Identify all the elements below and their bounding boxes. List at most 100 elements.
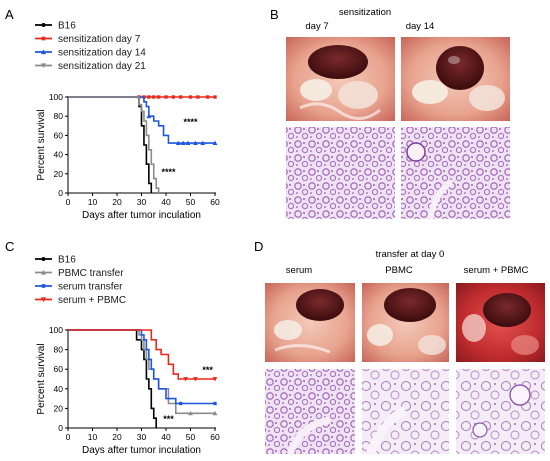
lung-histology-day14 <box>401 127 510 220</box>
y-tick-label: 20 <box>54 169 64 179</box>
series-line <box>68 96 160 193</box>
x-axis-label: Days after tumor inculation <box>82 445 201 456</box>
legend-label: serum transfer <box>58 282 123 293</box>
significance-annotation: *** <box>202 365 213 375</box>
x-tick-label: 50 <box>186 197 196 207</box>
panel-b-images: sensitization day 7 day 14 <box>286 7 510 220</box>
censor-mark <box>188 95 193 99</box>
x-tick-label: 30 <box>137 432 147 442</box>
censor-mark <box>180 140 186 145</box>
censor-mark <box>212 140 218 145</box>
significance-annotation: **** <box>183 117 198 127</box>
legend-marker <box>40 49 47 55</box>
significance-annotation: **** <box>161 167 176 177</box>
x-tick-label: 30 <box>137 197 147 207</box>
censor-mark <box>171 95 176 99</box>
legend-marker <box>41 36 46 41</box>
panel-b-col-label-day7: day 7 <box>305 21 328 32</box>
lung-histology-pbmc <box>362 369 449 456</box>
series-line <box>68 329 215 405</box>
necropsy-photo-day14 <box>401 37 510 121</box>
censor-mark <box>179 95 183 99</box>
y-tick-label: 0 <box>58 423 63 433</box>
x-tick-label: 20 <box>112 432 122 442</box>
panel-b-col-label-day14: day 14 <box>406 21 435 32</box>
x-axis-label: Days after tumor inculation <box>82 210 201 221</box>
censor-mark <box>188 410 193 416</box>
censor-mark <box>213 401 217 406</box>
y-tick-label: 100 <box>49 325 63 335</box>
y-tick-label: 80 <box>54 345 64 355</box>
legend-marker <box>41 257 46 261</box>
survival-chart-a: B16 sensitization day 7 sensitization day … <box>35 21 220 221</box>
series-line <box>68 329 157 428</box>
censor-mark <box>196 95 200 99</box>
series-line <box>68 96 215 144</box>
panel-d-title: transfer at day 0 <box>376 249 445 260</box>
legend-marker <box>41 284 46 288</box>
survival-chart-c: B16 PBMC transfer serum transfer serum + PB… <box>35 255 220 456</box>
panel-letter-b: B <box>270 7 279 22</box>
y-tick-label: 60 <box>54 364 64 374</box>
series-line <box>68 329 215 380</box>
legend-label: serum + PBMC <box>58 295 126 306</box>
censor-mark <box>193 377 198 382</box>
legend-marker <box>40 297 47 303</box>
censor-mark <box>213 95 217 99</box>
censor-mark <box>147 95 151 99</box>
x-tick-label: 60 <box>210 197 220 207</box>
x-tick-label: 0 <box>66 432 71 442</box>
legend-marker <box>40 63 47 69</box>
censor-mark <box>146 113 152 119</box>
censor-mark <box>212 377 218 382</box>
x-tick-label: 60 <box>210 432 220 442</box>
y-axis-label: Percent survival <box>36 343 47 414</box>
panel-d-images: transfer at day 0 serum PBMC serum + PBM… <box>265 249 545 456</box>
censor-mark <box>212 410 218 416</box>
necropsy-photo-pbmc <box>362 283 449 362</box>
censor-mark <box>175 140 181 145</box>
y-tick-label: 0 <box>58 188 63 198</box>
censor-mark <box>152 95 156 99</box>
series-line <box>68 329 215 415</box>
censor-mark <box>156 95 161 99</box>
lung-histology-day7 <box>286 127 395 219</box>
censor-mark <box>185 140 191 145</box>
censor-mark <box>200 140 206 145</box>
legend-label: sensitization day 14 <box>58 48 146 59</box>
lung-histology-serum <box>265 369 355 456</box>
legend-label: B16 <box>58 255 76 266</box>
legend-marker <box>40 269 47 275</box>
panel-b-title: sensitization <box>339 7 391 18</box>
legend-marker <box>41 23 46 27</box>
necropsy-photo-serum <box>265 283 355 362</box>
x-tick-label: 0 <box>66 197 71 207</box>
legend-label: PBMC transfer <box>58 268 124 279</box>
panel-letter-a: A <box>5 7 14 22</box>
censor-mark <box>164 95 168 99</box>
x-tick-label: 20 <box>112 197 122 207</box>
panel-d-col-label-serum-pbmc: serum + PBMC <box>464 265 529 276</box>
lung-histology-serum-pbmc <box>456 369 545 454</box>
panel-letter-c: C <box>5 239 14 254</box>
necropsy-photo-day7 <box>286 37 395 121</box>
panel-d-col-label-pbmc: PBMC <box>385 265 413 276</box>
y-tick-label: 100 <box>49 92 63 102</box>
x-tick-label: 10 <box>88 432 98 442</box>
censor-mark <box>183 377 188 382</box>
legend-label: sensitization day 7 <box>58 34 141 45</box>
y-tick-label: 40 <box>54 150 64 160</box>
series-line <box>68 96 153 193</box>
panel-letter-d: D <box>254 239 263 254</box>
censor-mark <box>205 95 210 99</box>
y-tick-label: 80 <box>54 111 64 121</box>
panel-d-col-label-serum: serum <box>286 265 312 276</box>
censor-mark <box>179 401 183 406</box>
legend-label: sensitization day 21 <box>58 61 146 72</box>
y-tick-label: 20 <box>54 403 64 413</box>
legend-label: B16 <box>58 21 76 32</box>
y-tick-label: 40 <box>54 384 64 394</box>
y-axis-label: Percent survival <box>36 109 47 180</box>
y-tick-label: 60 <box>54 130 64 140</box>
